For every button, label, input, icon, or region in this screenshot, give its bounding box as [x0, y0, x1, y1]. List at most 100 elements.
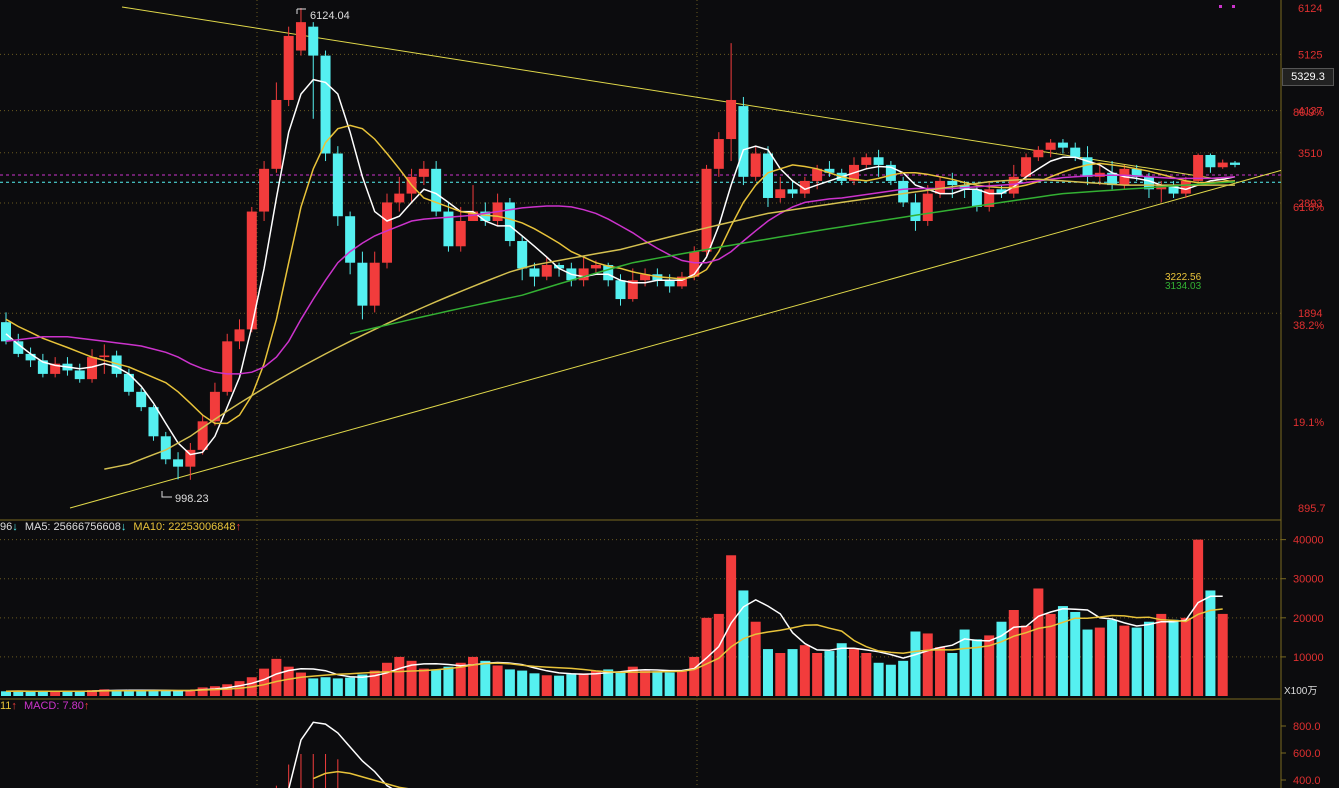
candle-body: [37, 360, 48, 374]
price-tick-label: 3510: [1298, 148, 1322, 160]
candle-body: [615, 280, 626, 300]
candle-body: [824, 168, 835, 173]
volume-bar: [799, 645, 810, 696]
up-arrow-icon: ↑: [11, 700, 17, 712]
volume-bar: [676, 671, 687, 696]
candle-body: [246, 211, 257, 330]
volume-bar: [762, 649, 773, 696]
candle-body: [971, 189, 982, 207]
volume-bar: [209, 686, 220, 696]
candle-body: [726, 99, 737, 140]
price-tick-label: 5125: [1298, 49, 1322, 61]
volume-bar: [123, 690, 134, 696]
volume-bar: [283, 666, 294, 696]
low-pointer-icon: [161, 491, 172, 498]
volume-bar: [1143, 621, 1154, 696]
candle-body: [1230, 162, 1240, 165]
candle-body: [431, 168, 442, 212]
percent-tick-label: 80.9%: [1293, 107, 1324, 119]
candle-body: [1033, 149, 1044, 158]
ma120-line: [349, 180, 1236, 335]
candle-body: [418, 168, 429, 177]
candle-body: [1217, 162, 1228, 168]
volume-bar: [443, 666, 454, 696]
volume-tick-label: 10000: [1293, 652, 1324, 664]
candle-body: [922, 193, 933, 222]
volume-bar: [578, 673, 589, 696]
candle-body: [185, 449, 196, 467]
candle-body: [443, 211, 454, 247]
candle-body: [984, 189, 995, 207]
candle-body: [935, 180, 946, 194]
down-arrow-icon: ↓: [12, 521, 18, 533]
volume-bar: [849, 649, 860, 696]
trendline-upper: [121, 6, 1236, 183]
volume-bar: [947, 653, 958, 696]
candle-body: [898, 180, 909, 203]
candle-body: [25, 353, 36, 361]
volume-bar: [1193, 539, 1204, 696]
candle-body: [910, 202, 921, 222]
volume-bar: [566, 674, 577, 696]
volume-bar: [529, 673, 540, 696]
volume-bar: [357, 674, 368, 696]
macd-tick-label: 400.0: [1293, 775, 1321, 787]
volume-bar: [1107, 619, 1118, 696]
volume-bar: [910, 631, 921, 696]
volume-bar: [1008, 610, 1019, 696]
price-tick-label: 4127: [1298, 106, 1322, 118]
ma10-line: [5, 124, 1236, 425]
volume-bar: [935, 647, 946, 696]
trendline-lower: [69, 169, 1282, 509]
volume-bar: [640, 670, 651, 696]
volume-bar: [898, 660, 909, 696]
candle-body: [1168, 185, 1179, 194]
volume-bar: [62, 690, 73, 696]
volume-bar: [541, 675, 552, 696]
candle-body: [197, 421, 208, 450]
candle-body: [234, 329, 245, 342]
candle-body: [332, 153, 343, 217]
volume-bar: [345, 677, 356, 696]
macd-dea-line: [313, 770, 409, 788]
macd-dif-line: [288, 721, 393, 788]
candle-body: [701, 168, 712, 252]
volume-bar: [259, 668, 270, 696]
volume-bar: [726, 555, 737, 696]
candle-body: [283, 35, 294, 100]
volume-bar: [959, 629, 970, 696]
candle-body: [627, 280, 638, 300]
up-arrow-icon: ↑: [83, 700, 90, 712]
volume-bar: [185, 690, 196, 696]
volume-ma10-label: MA10: 22253006848: [133, 521, 236, 533]
current-price-badge: 5329.3: [1282, 68, 1334, 86]
volume-bar: [295, 672, 306, 696]
candle-body: [99, 355, 110, 358]
macd-tick-label: 600.0: [1293, 748, 1321, 760]
volume-unit-label: X100万: [1284, 686, 1318, 697]
candle-body: [74, 370, 85, 380]
volume-bar: [492, 665, 503, 696]
candle-body: [136, 391, 147, 408]
volume-bar: [136, 690, 147, 696]
candle-body: [676, 276, 687, 287]
volume-bar: [885, 664, 896, 696]
volume-bar: [554, 675, 565, 696]
candle-body: [689, 251, 700, 277]
candle-body: [271, 99, 282, 169]
volume-bar: [1045, 613, 1056, 696]
macd-tick-label: 800.0: [1293, 721, 1321, 733]
volume-bar: [1070, 611, 1081, 696]
overlap-label: 3134.03: [1165, 281, 1202, 292]
volume-bar: [381, 662, 392, 696]
candlesticks: [1, 7, 1240, 480]
volume-bar: [87, 690, 98, 696]
volume-bar: [222, 684, 233, 696]
candle-body: [603, 264, 614, 281]
candle-body: [1021, 157, 1032, 177]
volume-bar: [1180, 617, 1191, 696]
volume-bar: [1094, 627, 1105, 696]
candle-body: [504, 202, 515, 242]
candle-body: [1045, 142, 1056, 150]
